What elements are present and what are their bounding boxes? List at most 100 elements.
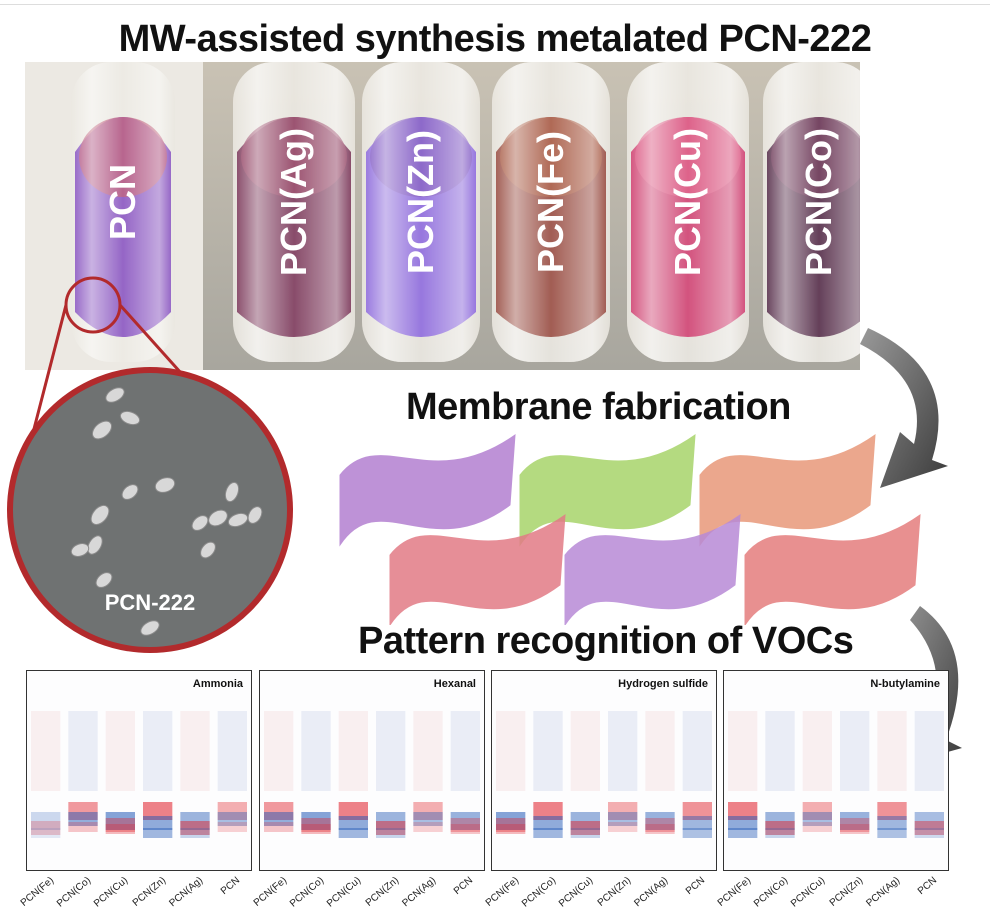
tube-5: PCN(Co) xyxy=(763,62,860,362)
heatmap-band xyxy=(105,824,135,834)
heatmap-band xyxy=(496,812,526,830)
heatmap-column xyxy=(840,711,870,834)
heatmap-fade xyxy=(31,711,61,791)
heatmap-band xyxy=(301,824,331,834)
heatmap-column xyxy=(31,711,61,838)
heatmap-band xyxy=(802,812,832,826)
heatmap-fade xyxy=(496,711,526,791)
tube-3: PCN(Fe) xyxy=(492,62,610,362)
panel-title: Ammonia xyxy=(192,678,243,690)
heatmap-column xyxy=(264,711,294,832)
heatmap-band xyxy=(728,802,758,820)
heatmap-band xyxy=(496,824,526,834)
heatmap-panel: Ammonia xyxy=(26,670,252,871)
heatmap-band xyxy=(608,802,638,820)
heatmap-column xyxy=(682,711,712,838)
heatmap-fade xyxy=(802,711,832,791)
heatmap-band xyxy=(338,816,368,830)
heatmap-band xyxy=(877,802,907,820)
heatmap-band xyxy=(301,812,331,830)
heatmap-fade xyxy=(765,711,795,791)
heatmap-band xyxy=(914,821,944,835)
heatmap-band xyxy=(682,802,712,820)
heatmap-band xyxy=(143,802,173,820)
top-divider xyxy=(0,4,990,5)
heatmap-band xyxy=(645,818,675,832)
heatmap-band xyxy=(496,818,526,832)
heatmap-band xyxy=(338,802,368,820)
heatmap-column xyxy=(180,711,210,838)
heatmap-band xyxy=(264,802,294,820)
heatmap-column xyxy=(496,711,526,834)
heatmap-fade xyxy=(570,711,600,791)
tube-label: PCN(Co) xyxy=(798,128,839,276)
heatmap-band xyxy=(31,821,61,835)
heatmap-band xyxy=(570,828,600,838)
heatmap-band xyxy=(31,828,61,838)
heatmap-fade xyxy=(533,711,563,791)
membrane-5 xyxy=(744,513,921,625)
heatmap-fade xyxy=(376,711,406,791)
tube-label: PCN(Zn) xyxy=(400,130,441,274)
heatmap-column xyxy=(728,711,758,838)
heatmap-fade xyxy=(105,711,135,791)
heatmap-band xyxy=(914,828,944,838)
heatmap-fade xyxy=(264,711,294,791)
heatmap-column xyxy=(376,711,406,838)
heatmap-band xyxy=(180,821,210,835)
heatmap-band xyxy=(840,812,870,830)
heatmap-fade xyxy=(877,711,907,791)
heatmap-band xyxy=(765,821,795,835)
heatmap-fade xyxy=(682,711,712,791)
heatmap-column xyxy=(143,711,173,838)
heatmap-band xyxy=(217,802,247,820)
heatmap-band xyxy=(802,822,832,832)
heatmap-band xyxy=(143,828,173,838)
heatmap-column xyxy=(765,711,795,838)
heatmap-fade xyxy=(608,711,638,791)
heatmap-band xyxy=(217,822,247,832)
heatmap-band xyxy=(413,812,443,826)
heatmap-band xyxy=(877,828,907,838)
membrane-3 xyxy=(389,513,566,625)
heatmap-band xyxy=(570,812,600,830)
heatmap-band xyxy=(264,812,294,826)
heatmap-band xyxy=(840,818,870,832)
heatmap-band xyxy=(338,828,368,838)
tube-label: PCN(Cu) xyxy=(667,128,708,276)
heatmap-band xyxy=(914,812,944,830)
membranes xyxy=(339,433,921,625)
heatmap-band xyxy=(728,816,758,830)
heatmap-column xyxy=(301,711,331,834)
heatmap-column xyxy=(338,711,368,838)
heatmap-band xyxy=(180,828,210,838)
sem-zoom: PCN-222 xyxy=(7,276,293,653)
heatmap-column xyxy=(533,711,563,838)
heatmap-band xyxy=(68,812,98,826)
heatmap-column xyxy=(914,711,944,838)
heatmap-band xyxy=(682,816,712,830)
heatmap-band xyxy=(533,802,563,820)
heatmap-fade xyxy=(180,711,210,791)
heatmap-band xyxy=(264,822,294,832)
heatmap-column xyxy=(105,711,135,834)
heatmap-band xyxy=(105,812,135,830)
heatmap-panel: Hexanal xyxy=(259,670,485,871)
heatmap-band xyxy=(802,802,832,820)
heatmap-fade xyxy=(840,711,870,791)
heatmap-column xyxy=(877,711,907,838)
sem-circle xyxy=(7,367,293,653)
pattern-title: Pattern recognition of VOCs xyxy=(358,620,854,662)
tube-1: PCN(Ag) xyxy=(233,62,355,362)
membrane-4 xyxy=(564,513,741,625)
panel-title: N-butylamine xyxy=(870,678,940,690)
heatmap-band xyxy=(608,812,638,826)
heatmap-fade xyxy=(68,711,98,791)
heatmap-panel: Hydrogen sulfide xyxy=(491,670,717,871)
vials-photo: PCN PCN(Ag) PCN(Zn) PCN(Fe) PCN(Cu) PCN(Co) xyxy=(25,62,860,370)
heatmap-band xyxy=(68,822,98,832)
membrane-0 xyxy=(339,433,516,547)
heatmap-column xyxy=(802,711,832,832)
heatmap-band xyxy=(765,828,795,838)
heatmap-column xyxy=(217,711,247,832)
